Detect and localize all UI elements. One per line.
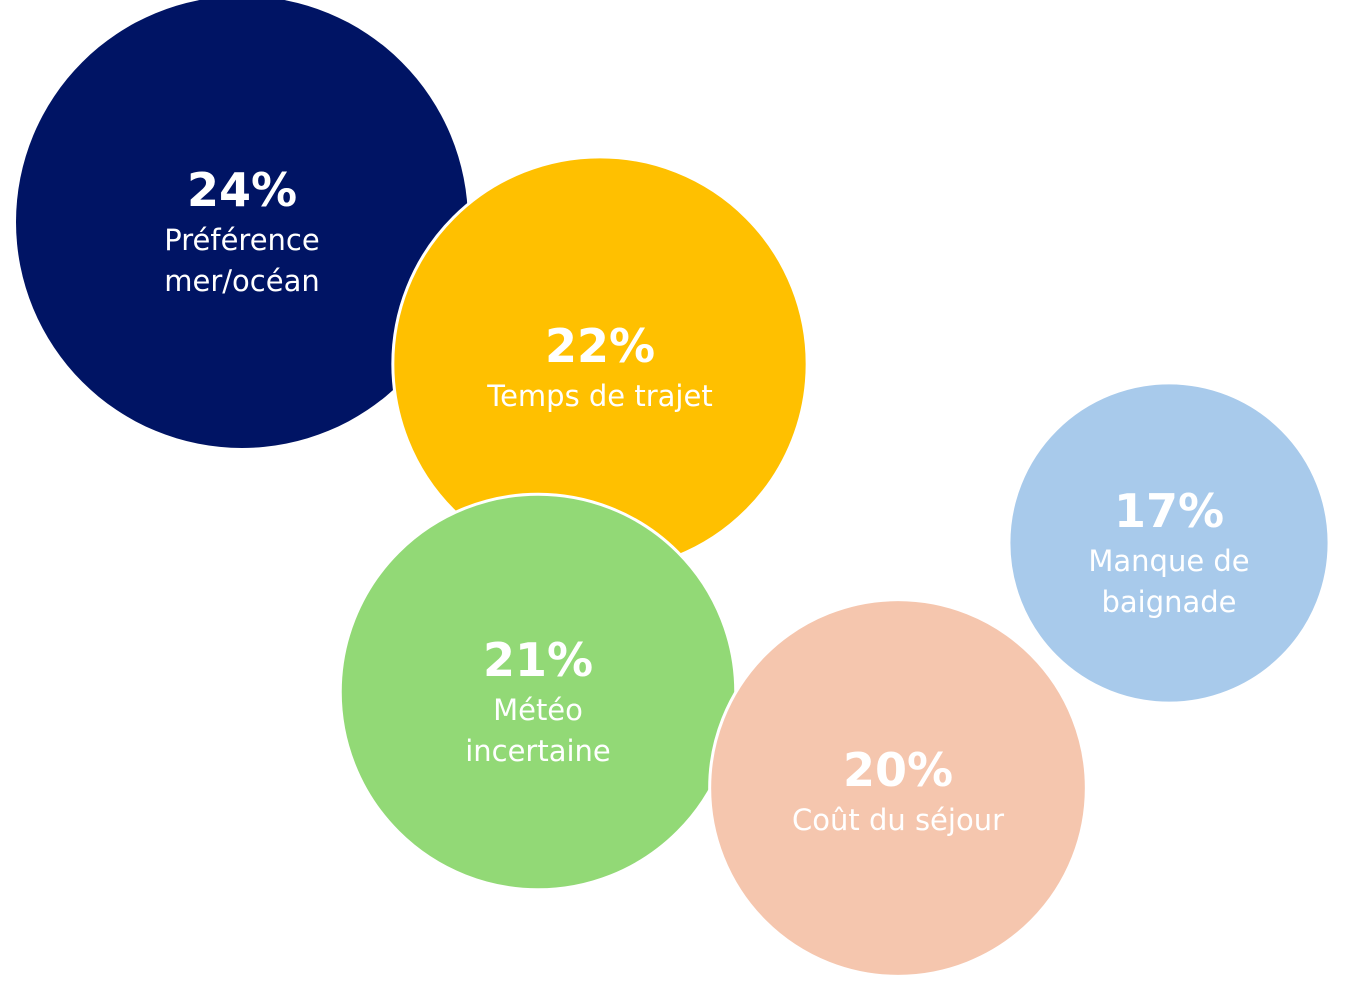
- bubble-label-line: Météo: [493, 693, 583, 727]
- bubble-percent: 22%: [545, 319, 655, 373]
- bubble-label-line: Temps de trajet: [486, 379, 712, 413]
- bubble-label-line: mer/océan: [164, 264, 319, 298]
- bubble-label-line: Manque de: [1088, 544, 1249, 578]
- bubble-percent: 17%: [1114, 484, 1224, 538]
- bubble-circle: [708, 598, 1088, 978]
- bubble-percent: 20%: [843, 743, 953, 797]
- bubble-label-line: Coût du séjour: [792, 803, 1004, 837]
- bubble-manque-de-baignade: 17% Manque de baignade: [1007, 381, 1331, 705]
- bubble-circle: [16, 0, 468, 448]
- bubble-circle: [1007, 381, 1331, 705]
- bubble-label-line: incertaine: [465, 734, 611, 768]
- bubble-preference-mer-ocean: 24% Préférence mer/océan: [16, 0, 468, 448]
- bubble-percent: 24%: [187, 163, 297, 217]
- bubble-meteo-incertaine: 21% Météo incertaine: [338, 492, 738, 892]
- bubble-label-line: Préférence: [164, 223, 319, 257]
- bubble-label-line: baignade: [1101, 585, 1236, 619]
- bubble-circle: [338, 492, 738, 892]
- bubble-cout-du-sejour: 20% Coût du séjour: [708, 598, 1088, 978]
- bubble-percent: 21%: [483, 633, 593, 687]
